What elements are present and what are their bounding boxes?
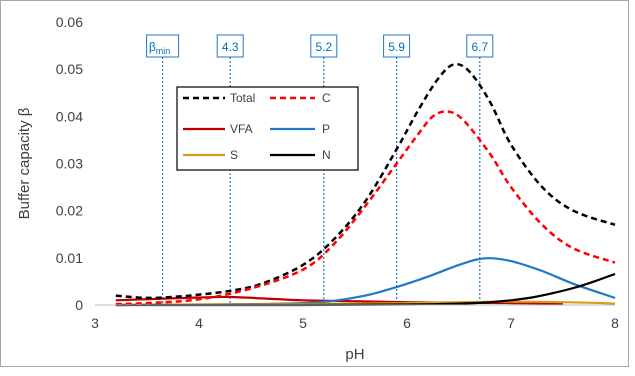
x-tick-label: 5 [299, 315, 307, 331]
ph-marker-box [466, 34, 494, 58]
series-layer [115, 62, 616, 307]
legend-label-total: Total [230, 91, 255, 105]
x-tick-label: 8 [611, 315, 619, 331]
ph-marker-box [216, 34, 244, 58]
ph-marker-label: 4.3 [222, 40, 239, 54]
legend-label-vfa: VFA [230, 122, 253, 136]
ph-marker-box [146, 34, 180, 58]
ph-marker-subscript: min [156, 46, 171, 56]
y-tick-label: 0.04 [56, 108, 83, 124]
legend: Total C VFA P S N [176, 86, 359, 171]
y-tick-label: 0.02 [56, 203, 83, 219]
y-tick-label: 0.03 [56, 156, 83, 172]
ph-marker-label: 5.2 [315, 40, 332, 54]
y-axis-title: Buffer capacity β [16, 107, 33, 219]
x-tick-label: 6 [403, 315, 411, 331]
series-line-total [115, 62, 616, 300]
legend-label-p: P [322, 122, 330, 136]
x-tick-label: 4 [195, 315, 203, 331]
series-line-c [115, 110, 616, 306]
y-tick-label: 0.01 [56, 250, 83, 266]
ph-marker-box [310, 34, 338, 58]
ph-marker-label: 6.7 [471, 40, 488, 54]
legend-label-s: S [230, 148, 238, 162]
y-tick-label: 0 [75, 297, 83, 313]
x-axis-title: pH [345, 346, 364, 363]
ph-marker-label: 5.9 [388, 40, 405, 54]
y-tick-label: 0.05 [56, 61, 83, 77]
ph-marker-box [383, 34, 411, 58]
y-tick-label: 0.06 [56, 14, 83, 30]
x-tick-label: 7 [507, 315, 515, 331]
axes-layer: 3 4 5 6 7 8 0 0.01 0.02 0.03 0.04 0.05 0.06 pH Buffer … [16, 14, 619, 363]
x-tick-label: 3 [91, 315, 99, 331]
legend-label-n: N [322, 148, 331, 162]
legend-label-c: C [322, 91, 331, 105]
